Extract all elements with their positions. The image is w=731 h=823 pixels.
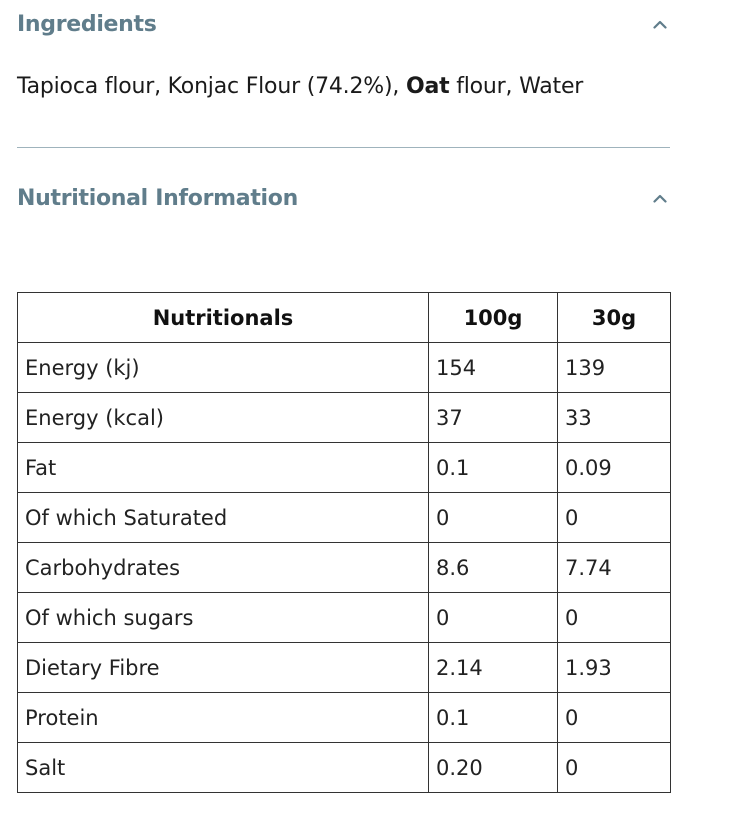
chevron-up-icon[interactable] [650, 14, 670, 34]
value-30g: 139 [557, 342, 671, 393]
nutrition-title: Nutritional Information [17, 185, 298, 211]
table-row: Dietary Fibre 2.14 1.93 [17, 642, 671, 693]
value-100g: 0 [428, 592, 558, 643]
value-100g: 8.6 [428, 542, 558, 593]
column-header-30g: 30g [557, 292, 671, 343]
ingredients-title: Ingredients [17, 11, 157, 37]
value-30g: 0 [557, 742, 671, 793]
table-row: Protein 0.1 0 [17, 692, 671, 743]
value-30g: 0 [557, 692, 671, 743]
nutrition-accordion-header[interactable]: Nutritional Information [17, 182, 670, 214]
nutrition-table: Nutritionals 100g 30g Energy (kj) 154 13… [17, 292, 671, 793]
ingredients-allergen-oat: Oat [405, 74, 450, 99]
table-row: Fat 0.1 0.09 [17, 442, 671, 493]
table-header-row: Nutritionals 100g 30g [17, 292, 671, 343]
value-30g: 7.74 [557, 542, 671, 593]
nutrient-name: Protein [17, 692, 429, 743]
value-100g: 0.1 [428, 692, 558, 743]
value-30g: 1.93 [557, 642, 671, 693]
ingredients-list: Tapioca flour, Konjac Flour (74.2%), Oat… [17, 74, 583, 99]
column-header-nutritionals: Nutritionals [17, 292, 429, 343]
value-100g: 0.1 [428, 442, 558, 493]
column-header-100g: 100g [428, 292, 558, 343]
table-row: Energy (kcal) 37 33 [17, 392, 671, 443]
nutrient-name: Of which sugars [17, 592, 429, 643]
value-30g: 0 [557, 592, 671, 643]
section-divider [17, 147, 670, 148]
nutrient-name: Fat [17, 442, 429, 493]
ingredients-text-part1: Tapioca flour, Konjac Flour (74.2%), [17, 74, 406, 99]
value-100g: 0.20 [428, 742, 558, 793]
ingredients-text-part2: flour, Water [449, 74, 584, 99]
chevron-up-icon[interactable] [650, 188, 670, 208]
table-row: Of which sugars 0 0 [17, 592, 671, 643]
nutrient-name: Carbohydrates [17, 542, 429, 593]
ingredients-accordion-header[interactable]: Ingredients [17, 8, 670, 40]
value-100g: 2.14 [428, 642, 558, 693]
value-30g: 0 [557, 492, 671, 543]
nutrient-name: Energy (kj) [17, 342, 429, 393]
value-30g: 0.09 [557, 442, 671, 493]
nutrient-name: Dietary Fibre [17, 642, 429, 693]
table-row: Energy (kj) 154 139 [17, 342, 671, 393]
nutrient-name: Energy (kcal) [17, 392, 429, 443]
nutrient-name: Of which Saturated [17, 492, 429, 543]
table-row: Carbohydrates 8.6 7.74 [17, 542, 671, 593]
value-100g: 0 [428, 492, 558, 543]
table-row: Salt 0.20 0 [17, 742, 671, 793]
value-100g: 154 [428, 342, 558, 393]
nutrient-name: Salt [17, 742, 429, 793]
table-row: Of which Saturated 0 0 [17, 492, 671, 543]
value-30g: 33 [557, 392, 671, 443]
value-100g: 37 [428, 392, 558, 443]
